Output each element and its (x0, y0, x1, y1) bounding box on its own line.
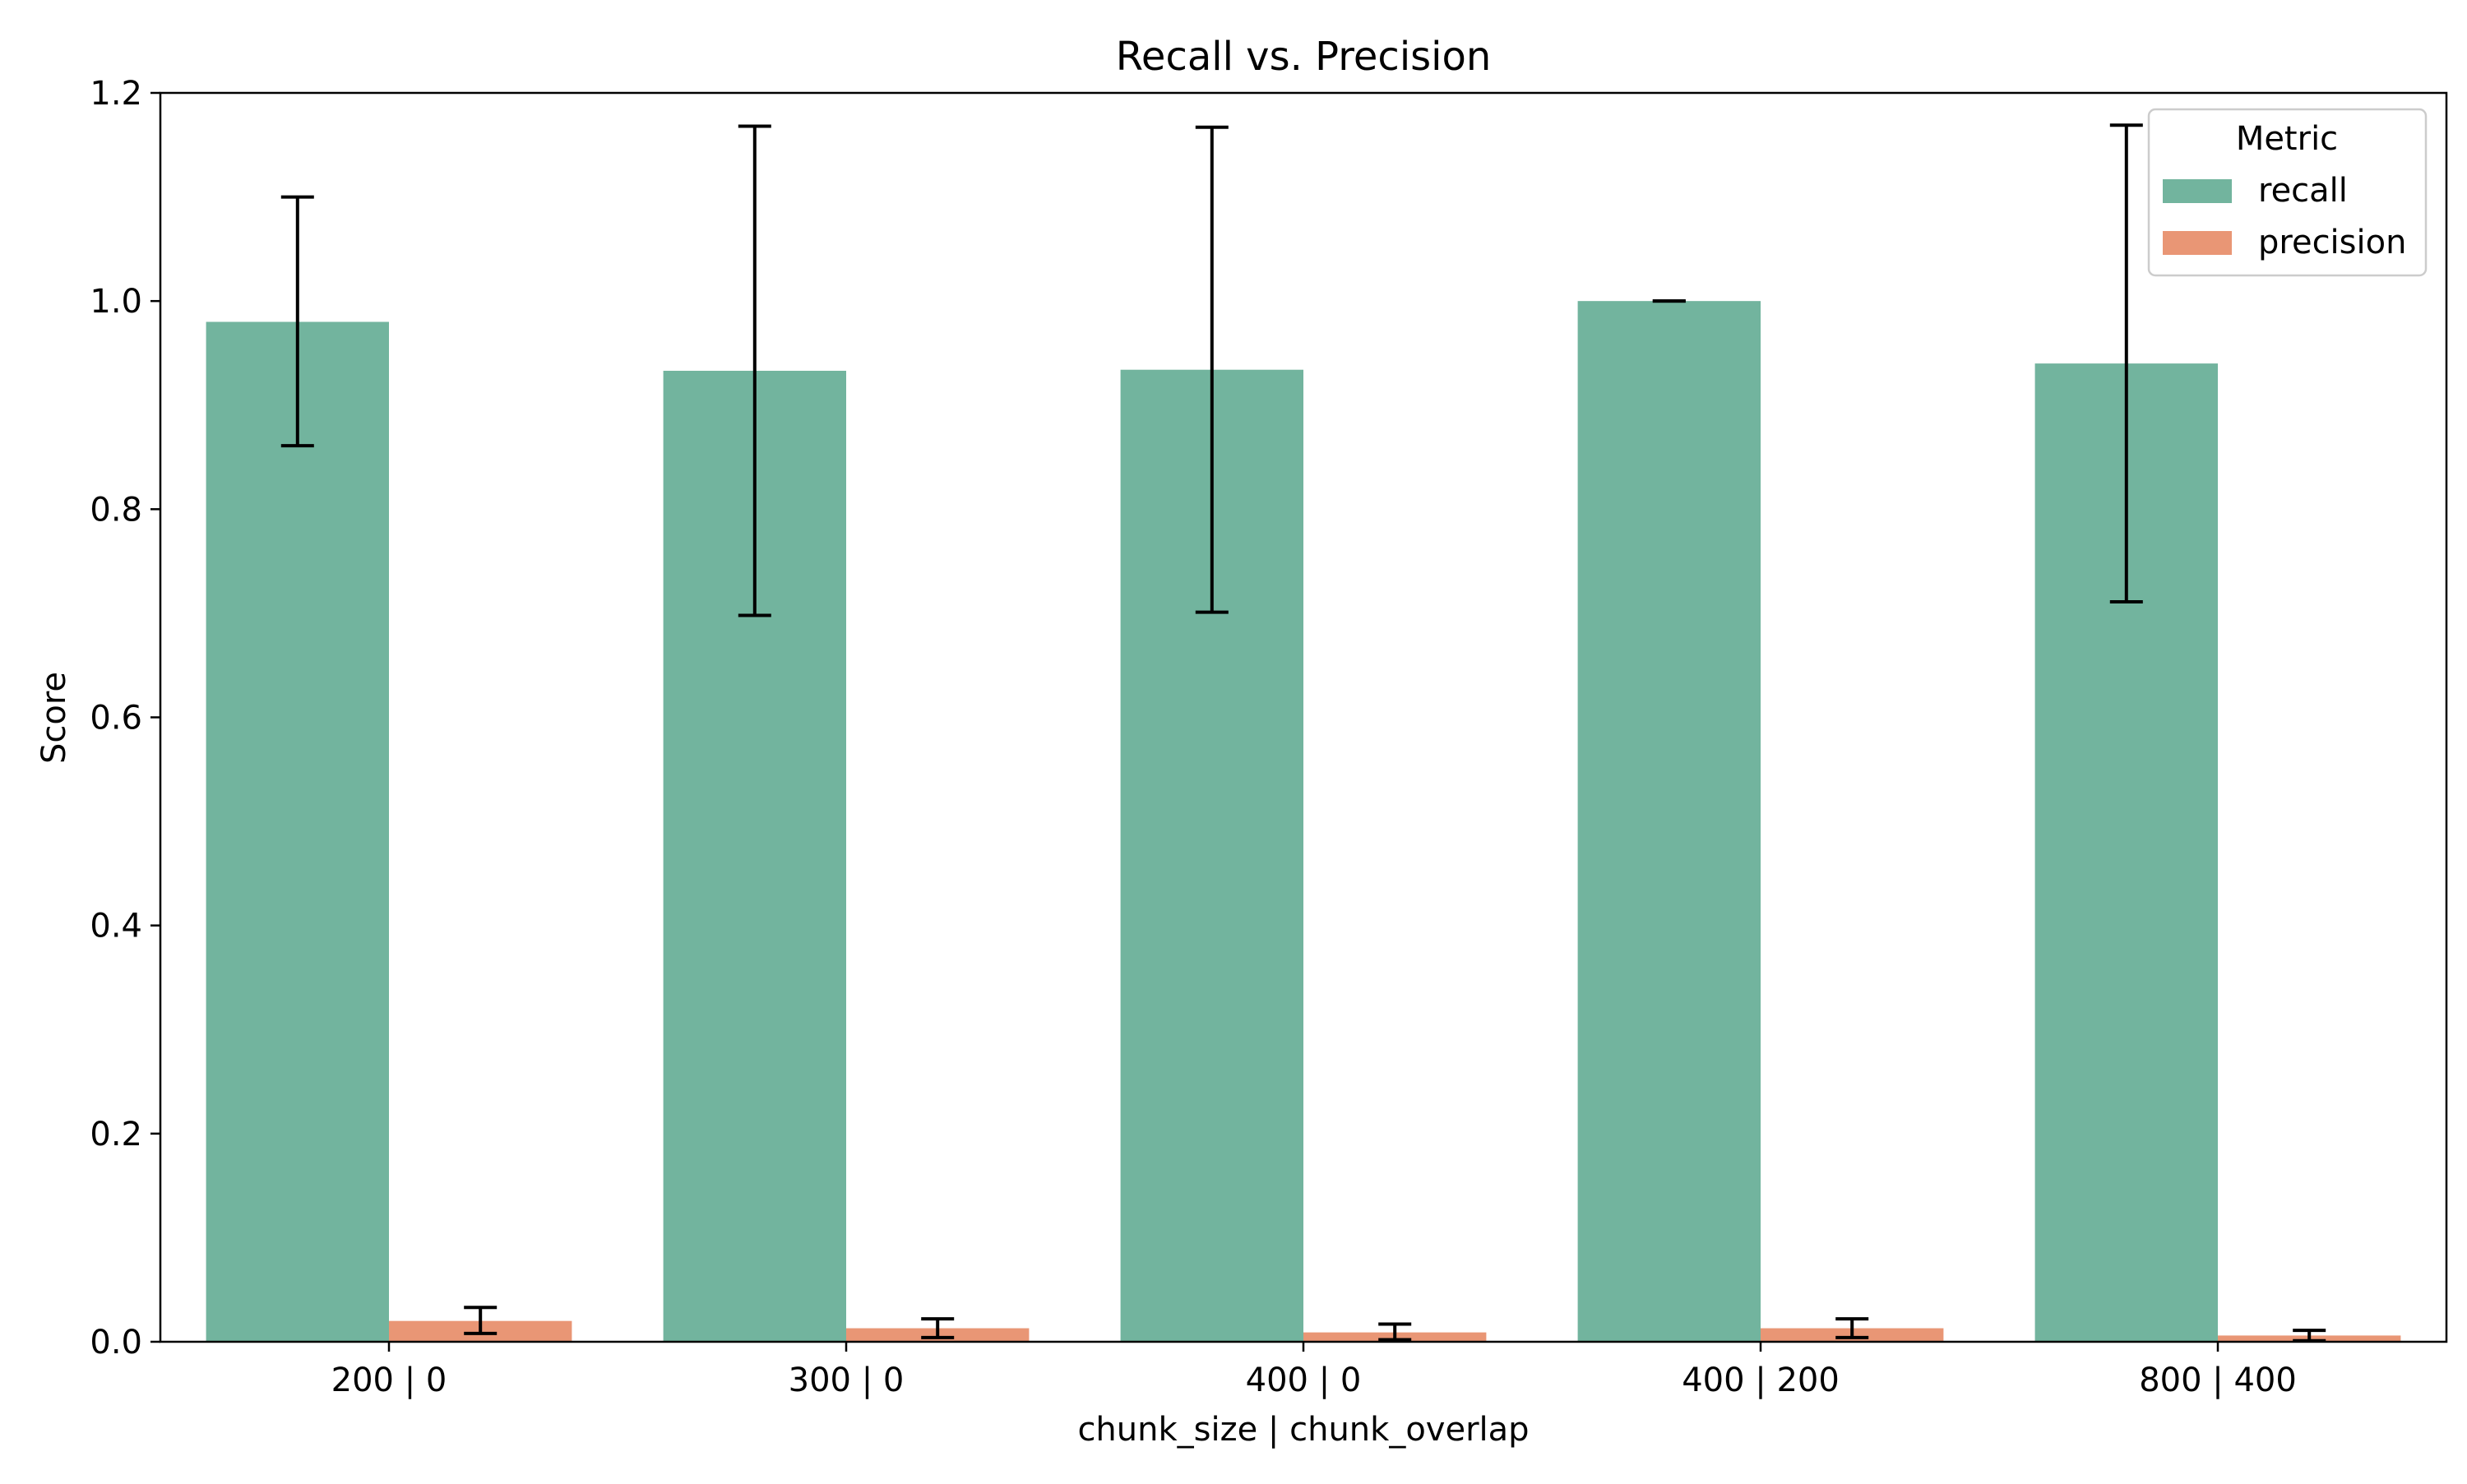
errorbars-layer (280, 123, 2326, 1343)
errorbar-precision-4 (1835, 1317, 1869, 1339)
x-tick-label: 400 | 200 (1682, 1361, 1840, 1399)
errorbar-precision-5 (2293, 1329, 2326, 1343)
y-tick-label: 0.2 (90, 1116, 142, 1153)
errorbar-recall-2 (738, 124, 771, 617)
bar-recall-1 (206, 321, 389, 1342)
y-tick-label: 0.8 (90, 491, 142, 529)
y-tick-label: 1.0 (90, 283, 142, 321)
axes-layer: 0.0 0.2 0.4 0.6 0.8 1.0 1.2 200 | 0 300 | 0 400 |… (90, 75, 2448, 1399)
legend-swatch-recall (2163, 179, 2232, 203)
y-tick-label: 0.6 (90, 700, 142, 737)
bars-layer (206, 301, 2401, 1343)
legend-title: Metric (2236, 120, 2338, 158)
x-tick-label: 200 | 0 (331, 1361, 447, 1399)
legend-label-recall: recall (2258, 172, 2348, 210)
chart-title: Recall vs. Precision (1116, 34, 1492, 80)
x-tick-label: 800 | 400 (2139, 1361, 2297, 1399)
x-tick-label: 400 | 0 (1246, 1361, 1362, 1399)
errorbar-recall-5 (2109, 123, 2143, 603)
y-tick-label: 1.2 (90, 75, 142, 113)
errorbar-precision-3 (1378, 1322, 1412, 1342)
legend-swatch-precision (2163, 231, 2232, 255)
x-axis-label: chunk_size | chunk_overlap (1077, 1411, 1529, 1449)
y-tick-label: 0.0 (90, 1324, 142, 1361)
legend-label-precision: precision (2258, 224, 2406, 261)
bar-recall-4 (1577, 301, 1761, 1343)
legend: Metric recall precision (2147, 108, 2428, 277)
errorbar-precision-2 (921, 1317, 955, 1339)
y-axis-label: Score (35, 672, 73, 764)
errorbar-precision-1 (464, 1306, 498, 1335)
errorbar-recall-3 (1195, 125, 1229, 614)
x-tick-label: 300 | 0 (789, 1361, 905, 1399)
errorbar-recall-1 (280, 195, 314, 448)
y-tick-label: 0.4 (90, 908, 142, 945)
